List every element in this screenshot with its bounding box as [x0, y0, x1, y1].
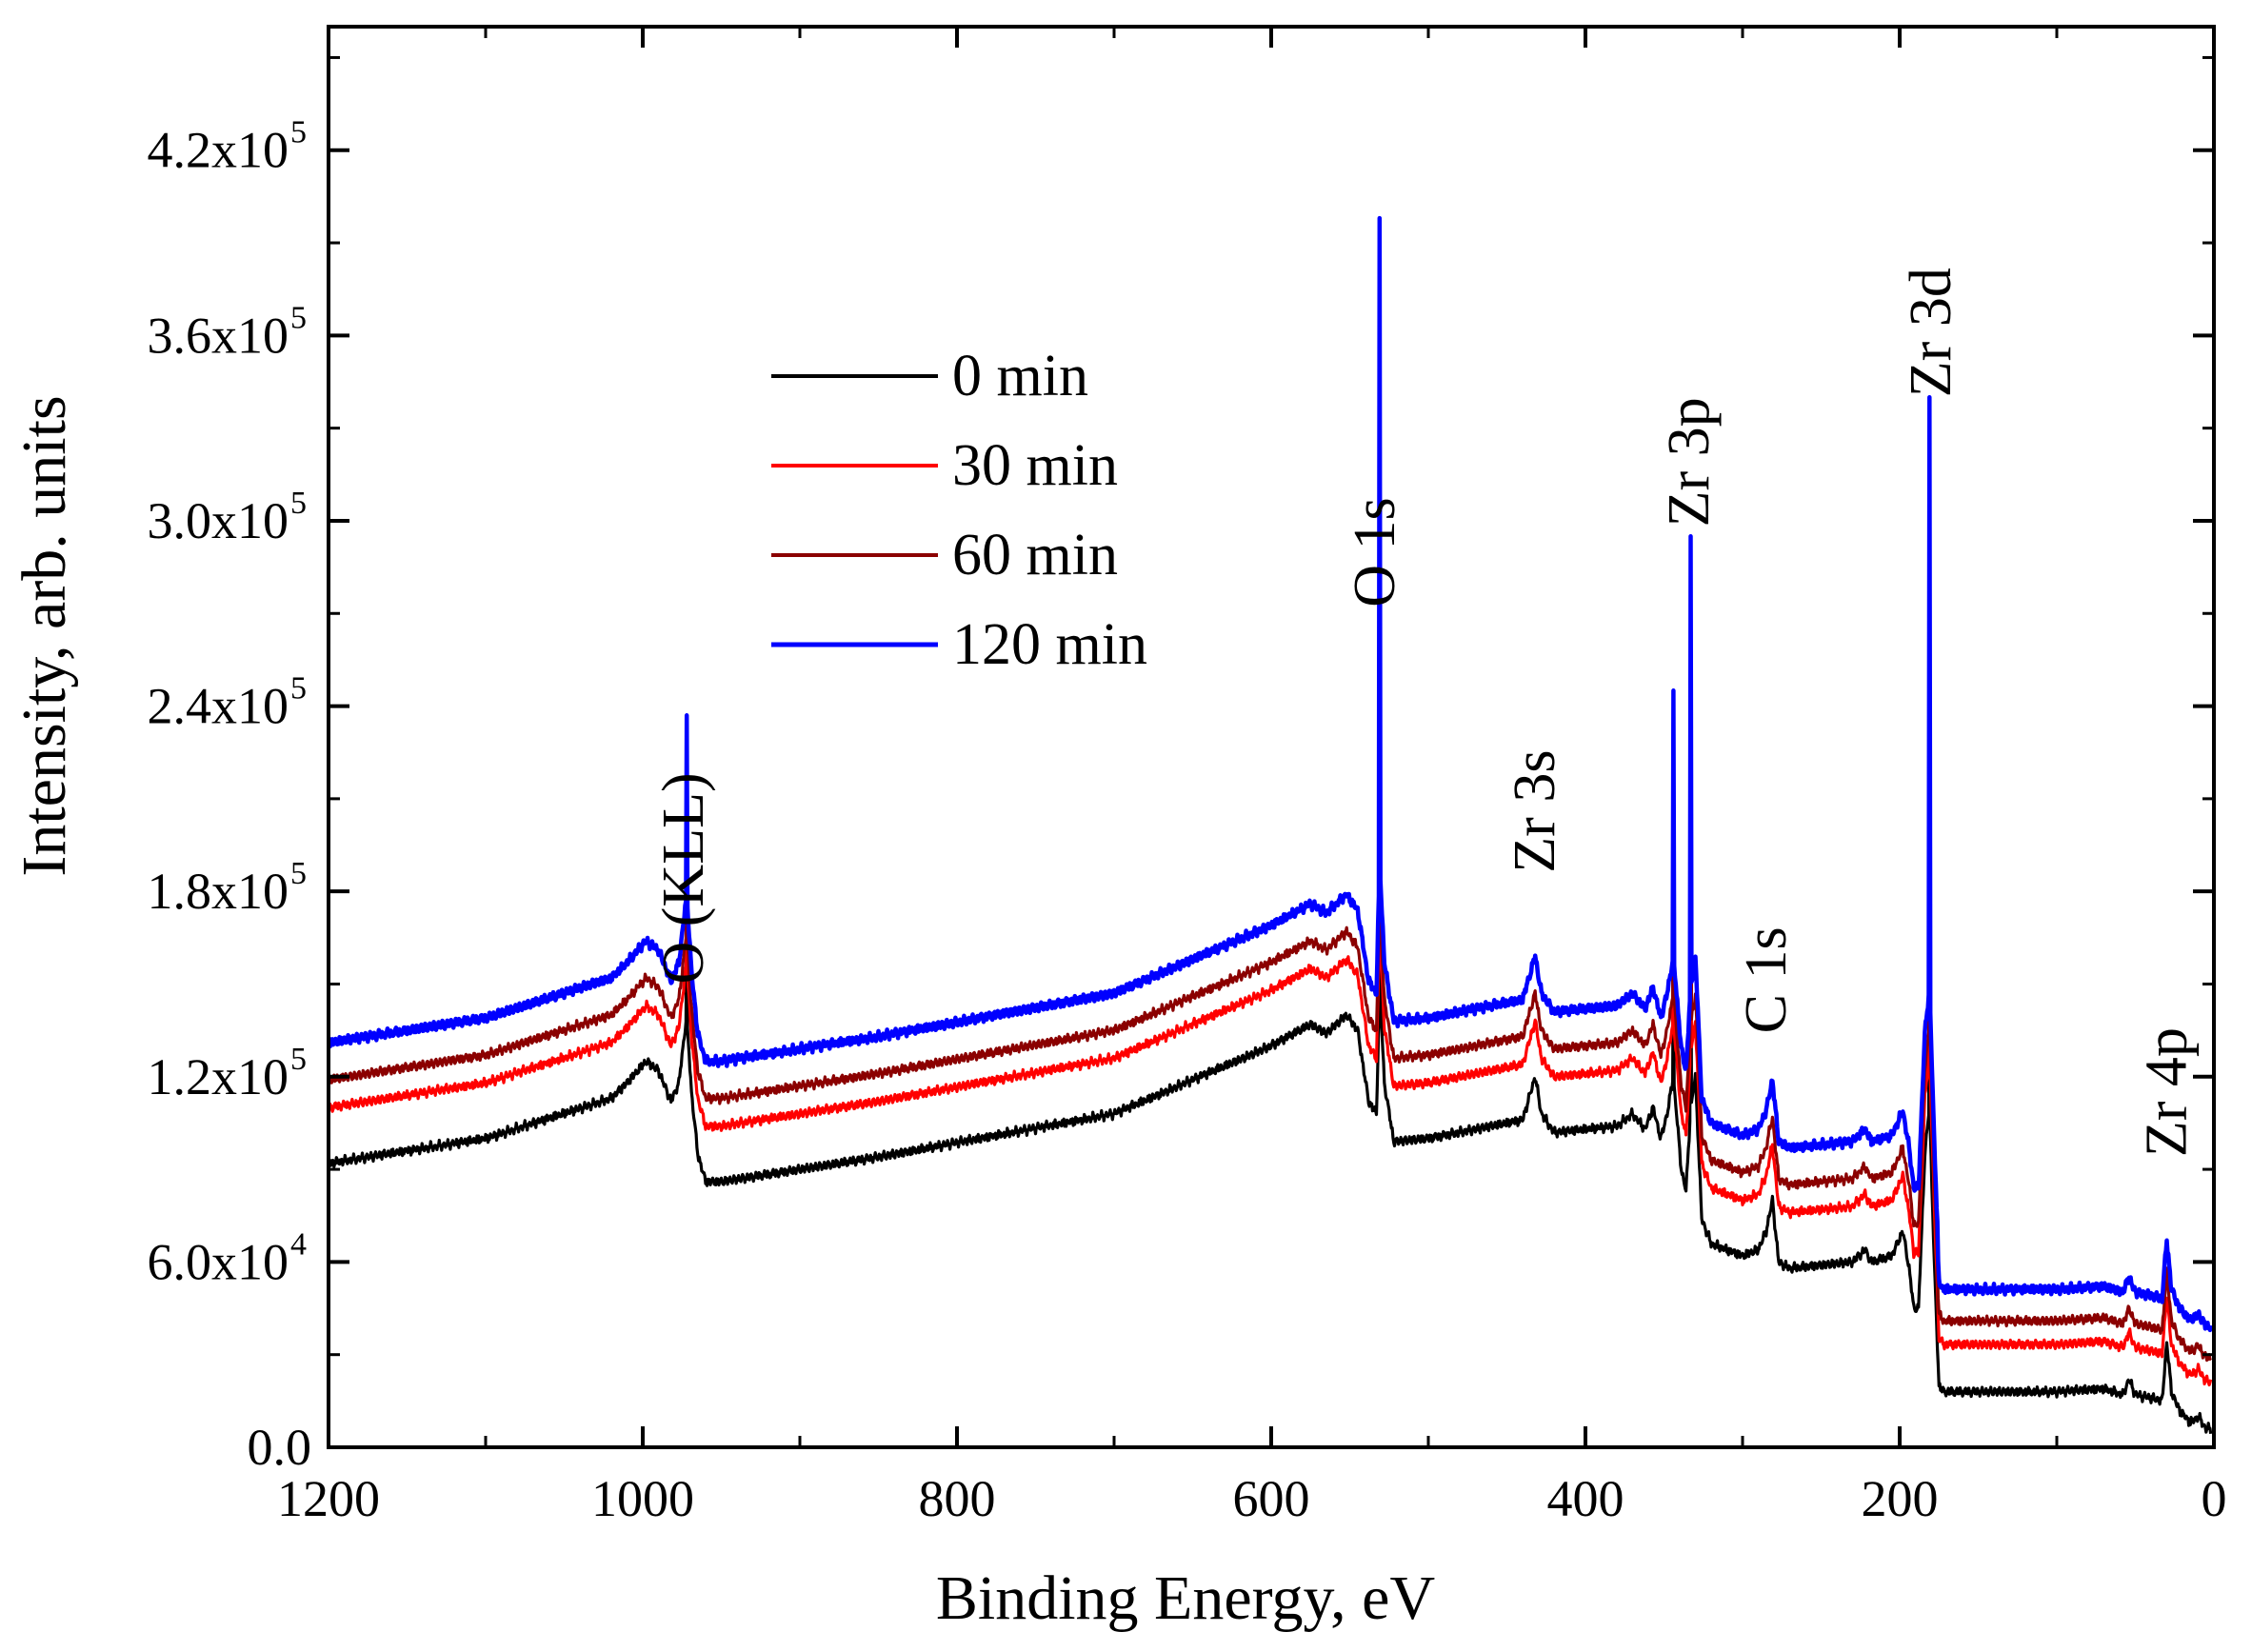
- y-tick-exponent: 5: [290, 1042, 307, 1077]
- y-tick-label: 2.4x10: [148, 678, 289, 735]
- legend-label: 120 min: [952, 612, 1147, 677]
- x-axis-title: Binding Energy, eV: [936, 1563, 1435, 1633]
- y-axis-title: Intensity, arb. units: [10, 395, 79, 876]
- x-axis: 1200 1000 800 600 400 200 0: [277, 27, 2227, 1527]
- x-tick-label: 200: [1862, 1470, 1939, 1527]
- peak-label: O 1s: [1343, 497, 1407, 607]
- peak-label: Zr 4p: [2135, 1027, 2200, 1157]
- peak-label: Zr 3d: [1899, 268, 1963, 397]
- y-tick-exponent: 5: [290, 856, 307, 891]
- x-tick-label: 1000: [591, 1470, 694, 1527]
- legend-label: 0 min: [952, 344, 1088, 408]
- y-tick-label: 3.0x10: [148, 492, 289, 549]
- y-tick-label: 3.6x10: [148, 307, 289, 364]
- x-tick-label: 0: [2202, 1470, 2227, 1527]
- y-tick-label: 1.8x10: [148, 863, 289, 920]
- peak-label: O (KLL): [651, 772, 716, 984]
- legend-label: 60 min: [952, 523, 1118, 587]
- series-line-30-min: [327, 448, 2213, 1387]
- series-layer: [327, 215, 2213, 1435]
- series-line-120-min: [327, 215, 2213, 1333]
- y-tick-label: 1.2x10: [148, 1048, 289, 1105]
- peak-label: Zr 3s: [1503, 750, 1567, 873]
- peak-label: C 1s: [1734, 926, 1799, 1033]
- y-tick-exponent: 5: [290, 115, 307, 150]
- legend: 0 min 30 min 60 min 120 min: [771, 344, 1147, 677]
- peak-annotations: O (KLL) O 1s Zr 3s Zr 3p C 1s Zr 3d Zr 4p: [651, 268, 2200, 1157]
- y-tick-exponent: 5: [290, 486, 307, 521]
- y-tick-exponent: 4: [290, 1226, 307, 1262]
- y-tick-exponent: 5: [290, 671, 307, 707]
- series-line-0-min: [327, 556, 2213, 1435]
- series-line-60-min: [327, 383, 2213, 1363]
- x-tick-label: 400: [1547, 1470, 1624, 1527]
- y-tick-label: 6.0x10: [148, 1233, 289, 1290]
- y-tick-label: 4.2x10: [148, 122, 289, 179]
- y-axis: 0.06.0x10 41.2x10 51.8x10 52.4x10 53.0x10 53.…: [148, 55, 2214, 1476]
- y-tick-exponent: 5: [290, 300, 307, 335]
- y-tick-label: 0.0: [248, 1419, 312, 1476]
- x-tick-label: 800: [919, 1470, 996, 1527]
- x-tick-label: 1200: [277, 1470, 380, 1527]
- legend-label: 30 min: [952, 433, 1118, 498]
- peak-label: Zr 3p: [1657, 397, 1722, 527]
- x-tick-label: 600: [1233, 1470, 1310, 1527]
